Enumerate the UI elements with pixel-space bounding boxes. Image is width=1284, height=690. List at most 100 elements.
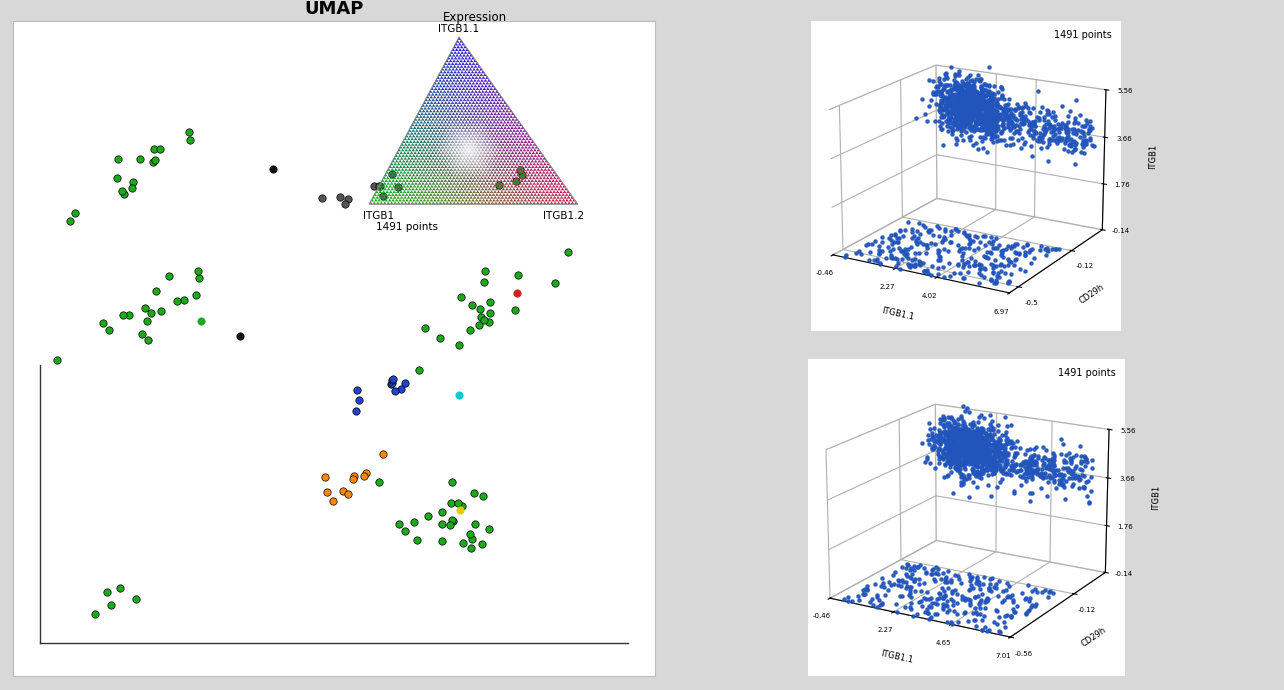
- Polygon shape: [456, 40, 460, 43]
- Polygon shape: [485, 193, 488, 196]
- Polygon shape: [379, 190, 383, 193]
- Polygon shape: [470, 79, 474, 81]
- Polygon shape: [419, 174, 422, 177]
- Polygon shape: [499, 140, 503, 143]
- Point: [465, 518, 485, 529]
- Polygon shape: [568, 196, 570, 199]
- Polygon shape: [420, 199, 422, 201]
- Polygon shape: [520, 135, 524, 137]
- Point: [433, 535, 453, 546]
- Polygon shape: [506, 168, 508, 171]
- Polygon shape: [471, 129, 474, 132]
- Polygon shape: [474, 129, 478, 132]
- Polygon shape: [457, 46, 460, 48]
- Polygon shape: [415, 188, 419, 190]
- Polygon shape: [383, 196, 386, 199]
- Polygon shape: [462, 107, 465, 110]
- Polygon shape: [416, 185, 420, 188]
- Polygon shape: [434, 185, 438, 188]
- Polygon shape: [547, 168, 551, 171]
- Polygon shape: [535, 171, 539, 174]
- Point: [440, 497, 461, 509]
- Polygon shape: [539, 171, 542, 174]
- Polygon shape: [439, 104, 443, 107]
- Polygon shape: [410, 171, 413, 174]
- Polygon shape: [440, 87, 444, 90]
- Polygon shape: [501, 137, 505, 140]
- Polygon shape: [489, 146, 493, 148]
- Polygon shape: [419, 124, 421, 126]
- Polygon shape: [388, 179, 392, 182]
- Y-axis label: CD29h: CD29h: [1077, 282, 1107, 305]
- Polygon shape: [484, 79, 487, 81]
- Polygon shape: [473, 165, 475, 168]
- Polygon shape: [484, 201, 488, 204]
- Polygon shape: [474, 110, 478, 112]
- Polygon shape: [530, 174, 534, 177]
- Polygon shape: [438, 93, 442, 96]
- Polygon shape: [469, 179, 471, 182]
- Point: [383, 373, 403, 384]
- Polygon shape: [451, 121, 455, 124]
- Polygon shape: [431, 124, 435, 126]
- Polygon shape: [499, 159, 503, 162]
- Polygon shape: [397, 182, 401, 185]
- Polygon shape: [492, 129, 496, 132]
- Polygon shape: [552, 171, 556, 174]
- Polygon shape: [448, 177, 452, 179]
- Polygon shape: [421, 177, 424, 179]
- Polygon shape: [460, 99, 462, 101]
- Point: [98, 586, 118, 597]
- Point: [347, 384, 367, 395]
- Polygon shape: [406, 159, 410, 162]
- Point: [101, 599, 122, 610]
- Polygon shape: [492, 110, 496, 112]
- Polygon shape: [431, 182, 435, 185]
- Polygon shape: [490, 177, 494, 179]
- Polygon shape: [469, 140, 471, 143]
- Polygon shape: [475, 76, 478, 79]
- Polygon shape: [566, 190, 570, 193]
- Polygon shape: [458, 87, 462, 90]
- Polygon shape: [457, 90, 461, 93]
- Polygon shape: [386, 188, 390, 190]
- Point: [506, 175, 526, 186]
- Polygon shape: [475, 115, 478, 118]
- Polygon shape: [422, 129, 425, 132]
- Polygon shape: [506, 188, 508, 190]
- Polygon shape: [480, 118, 484, 121]
- Polygon shape: [488, 135, 492, 137]
- Point: [394, 526, 415, 537]
- Polygon shape: [516, 168, 519, 171]
- Polygon shape: [437, 81, 440, 84]
- Polygon shape: [473, 68, 476, 70]
- Polygon shape: [467, 188, 470, 190]
- Polygon shape: [395, 151, 399, 154]
- Polygon shape: [508, 168, 512, 171]
- Polygon shape: [569, 199, 573, 201]
- Polygon shape: [475, 185, 479, 188]
- Polygon shape: [462, 68, 465, 70]
- Polygon shape: [395, 171, 399, 174]
- Point: [354, 471, 375, 482]
- Point: [137, 334, 158, 345]
- Point: [461, 542, 482, 553]
- Polygon shape: [498, 129, 502, 132]
- Polygon shape: [426, 174, 429, 177]
- Polygon shape: [458, 93, 462, 96]
- Polygon shape: [553, 188, 557, 190]
- Polygon shape: [437, 135, 440, 137]
- Polygon shape: [457, 76, 461, 79]
- Polygon shape: [451, 174, 453, 177]
- Polygon shape: [412, 135, 416, 137]
- Polygon shape: [516, 174, 520, 177]
- Polygon shape: [397, 162, 401, 165]
- Polygon shape: [537, 168, 541, 171]
- Polygon shape: [401, 177, 403, 179]
- Polygon shape: [438, 73, 442, 76]
- Polygon shape: [461, 76, 465, 79]
- Polygon shape: [440, 107, 444, 110]
- Polygon shape: [478, 110, 482, 112]
- Polygon shape: [510, 135, 512, 137]
- Polygon shape: [470, 143, 474, 146]
